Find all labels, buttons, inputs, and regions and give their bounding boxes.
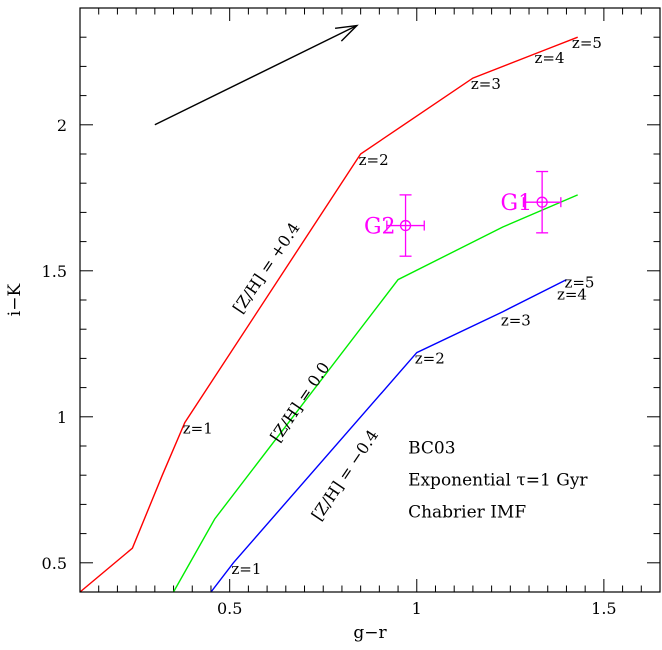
z-label: z=1	[183, 420, 213, 438]
x-axis-label: g−r	[353, 623, 387, 643]
annotation-line-2: Chabrier IMF	[408, 503, 526, 523]
direction-arrow	[154, 24, 359, 126]
point-label-g2: G2	[364, 215, 396, 240]
points-layer: G1 G2	[364, 170, 562, 257]
x-tick-label: 1	[412, 599, 422, 618]
series-line-2	[210, 278, 567, 592]
x-tick-label: 0.5	[217, 599, 242, 618]
z-label: z=1	[231, 560, 261, 578]
z-label: z=2	[415, 350, 445, 368]
z-label: z=4	[535, 49, 565, 67]
z-label: z=5	[564, 274, 594, 292]
series-label-1: [Z/H] = 0.0	[266, 359, 333, 446]
z-label: z=4	[557, 285, 587, 303]
axis-ticks: 0.5 1 1.5 0.5 1 1.5 2	[42, 7, 661, 618]
series-line-0	[80, 36, 578, 592]
data-point-g1: G1	[501, 170, 562, 234]
annotation-line-0: BC03	[408, 439, 455, 459]
y-tick-label: 1.5	[42, 262, 67, 281]
labels-layer: z=1z=2z=3z=4z=5[Z/H] = +0.4[Z/H] = 0.0z=…	[154, 24, 602, 578]
x-tick-label: 1.5	[591, 599, 616, 618]
z-label: z=5	[572, 34, 602, 52]
series-line-1	[172, 194, 578, 592]
z-label: z=3	[471, 75, 501, 93]
series-label-2: [Z/H] = −0.4	[308, 426, 383, 524]
y-axis-label: i−K	[5, 284, 25, 317]
z-label: z=3	[501, 312, 531, 330]
z-label: z=2	[359, 151, 389, 169]
annotation-line-1: Exponential τ=1 Gyr	[408, 471, 588, 491]
y-tick-label: 1	[57, 408, 67, 427]
y-tick-label: 2	[57, 116, 67, 135]
y-tick-label: 0.5	[42, 554, 67, 573]
data-point-g2: G2	[364, 194, 425, 257]
plot-frame	[79, 7, 661, 593]
series-layer	[80, 36, 578, 592]
series-label-0: [Z/H] = +0.4	[229, 219, 304, 317]
point-label-g1: G1	[501, 191, 533, 216]
